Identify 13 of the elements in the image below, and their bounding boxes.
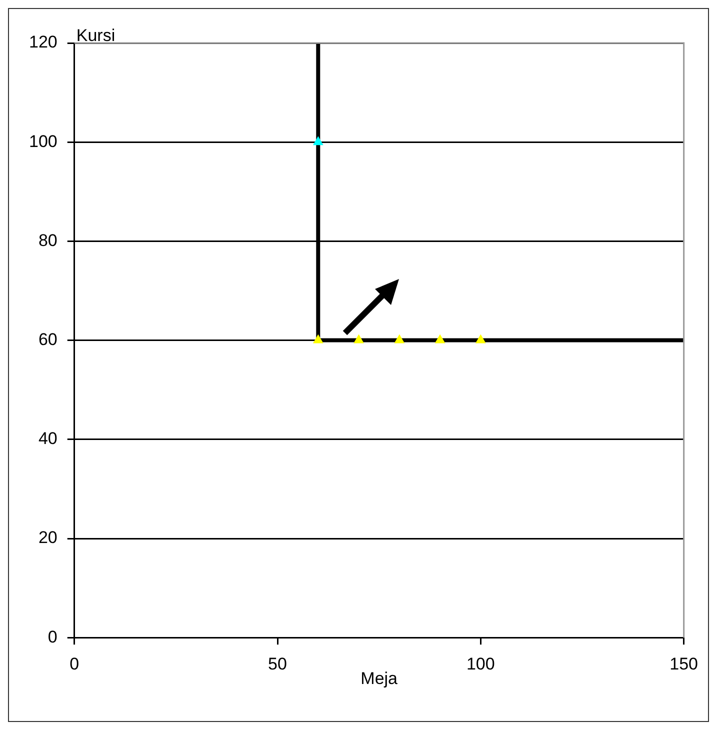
y-axis-title: Kursi	[76, 26, 116, 46]
x-tick-label: 150	[670, 654, 698, 674]
y-tick-label: 80	[38, 230, 58, 250]
y-tick-label: 0	[48, 627, 58, 646]
y-tick-label: 120	[28, 32, 58, 52]
y-tick-label: 20	[38, 528, 58, 548]
y-tick-label: 40	[38, 429, 58, 448]
y-tick-label: 100	[28, 132, 58, 151]
x-tick-label: 50	[268, 654, 287, 674]
y-tick-label: 60	[38, 330, 58, 349]
x-tick-label: 100	[466, 654, 495, 674]
x-axis-title: Meja	[360, 668, 398, 688]
x-tick-label: 0	[70, 654, 80, 674]
